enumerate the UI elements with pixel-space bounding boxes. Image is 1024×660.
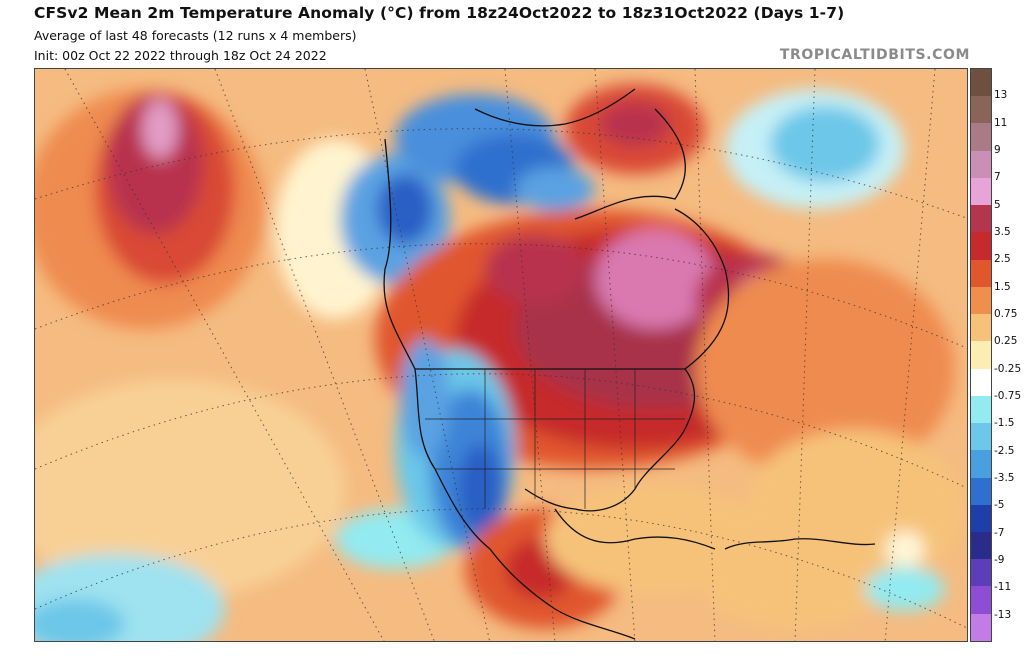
chart-title: CFSv2 Mean 2m Temperature Anomaly (°C) f… — [34, 4, 845, 22]
colorbar-swatch — [971, 232, 991, 260]
colorbar-swatch — [971, 205, 991, 233]
colorbar-tick-label: -13 — [994, 608, 1012, 621]
colorbar-swatch — [971, 123, 991, 151]
colorbar-tick-label: 9 — [994, 144, 1001, 156]
colorbar-tick-label: 7 — [994, 171, 1001, 184]
colorbar-tick-label: 11 — [994, 116, 1008, 129]
colorbar-labels: 13 11 9 7 5 3.5 2.5 1.5 0.75 0.25 -0.25 -0.75 -1.5 -2… — [994, 68, 1024, 642]
anomaly-blobs — [35, 84, 965, 641]
colorbar-tick-label: 3.5 — [994, 226, 1011, 238]
colorbar-swatch — [971, 531, 991, 560]
colorbar-swatch — [971, 504, 991, 532]
colorbar-swatch — [971, 423, 991, 451]
init-time-note: Init: 00z Oct 22 2022 through 18z Oct 24… — [34, 48, 327, 63]
anomaly-map-canvas — [35, 69, 967, 641]
forecast-average-note: Average of last 48 forecasts (12 runs x … — [34, 28, 357, 43]
colorbar-swatch — [971, 368, 991, 396]
colorbar-tick-label: 13 — [994, 89, 1008, 102]
colorbar-tick-label: -1.5 — [994, 417, 1015, 430]
colorbar-swatch — [971, 395, 991, 424]
colorbar-swatch — [971, 341, 991, 369]
colorbar-swatch — [971, 177, 991, 206]
colorbar-tick-label: 1.5 — [994, 280, 1011, 293]
colorbar-tick-label: 0.75 — [994, 308, 1018, 320]
colorbar-tick-label: 0.25 — [994, 335, 1018, 348]
colorbar-tick-label: -3.5 — [994, 472, 1015, 484]
colorbar-swatch — [971, 613, 991, 641]
colorbar-swatch — [971, 69, 991, 97]
colorbar-swatch — [971, 286, 991, 315]
colorbar-swatch — [971, 96, 991, 124]
state-borders — [425, 369, 685, 509]
colorbar-tick-label: 5 — [994, 198, 1001, 211]
colorbar-swatch — [971, 450, 991, 478]
lat-lon-grid — [35, 69, 967, 641]
colorbar-swatch — [971, 150, 991, 178]
colorbar-tick-label: -2.5 — [994, 444, 1015, 457]
brand-watermark: TROPICALTIDBITS.COM — [779, 47, 970, 63]
colorbar-tick-label: -0.25 — [994, 362, 1022, 375]
colorbar-tick-label: -9 — [994, 554, 1005, 566]
colorbar-swatch — [971, 314, 991, 342]
temperature-colorbar — [970, 68, 992, 642]
colorbar-swatch — [971, 259, 991, 287]
colorbar-swatch — [971, 559, 991, 587]
colorbar-swatch — [971, 477, 991, 505]
colorbar-tick-label: 2.5 — [994, 253, 1011, 266]
anomaly-map — [34, 68, 968, 642]
colorbar-swatch — [971, 586, 991, 614]
colorbar-tick-label: -11 — [994, 581, 1012, 594]
colorbar-tick-label: -5 — [994, 499, 1005, 512]
colorbar-tick-label: -0.75 — [994, 390, 1022, 402]
colorbar-tick-label: -7 — [994, 526, 1005, 539]
